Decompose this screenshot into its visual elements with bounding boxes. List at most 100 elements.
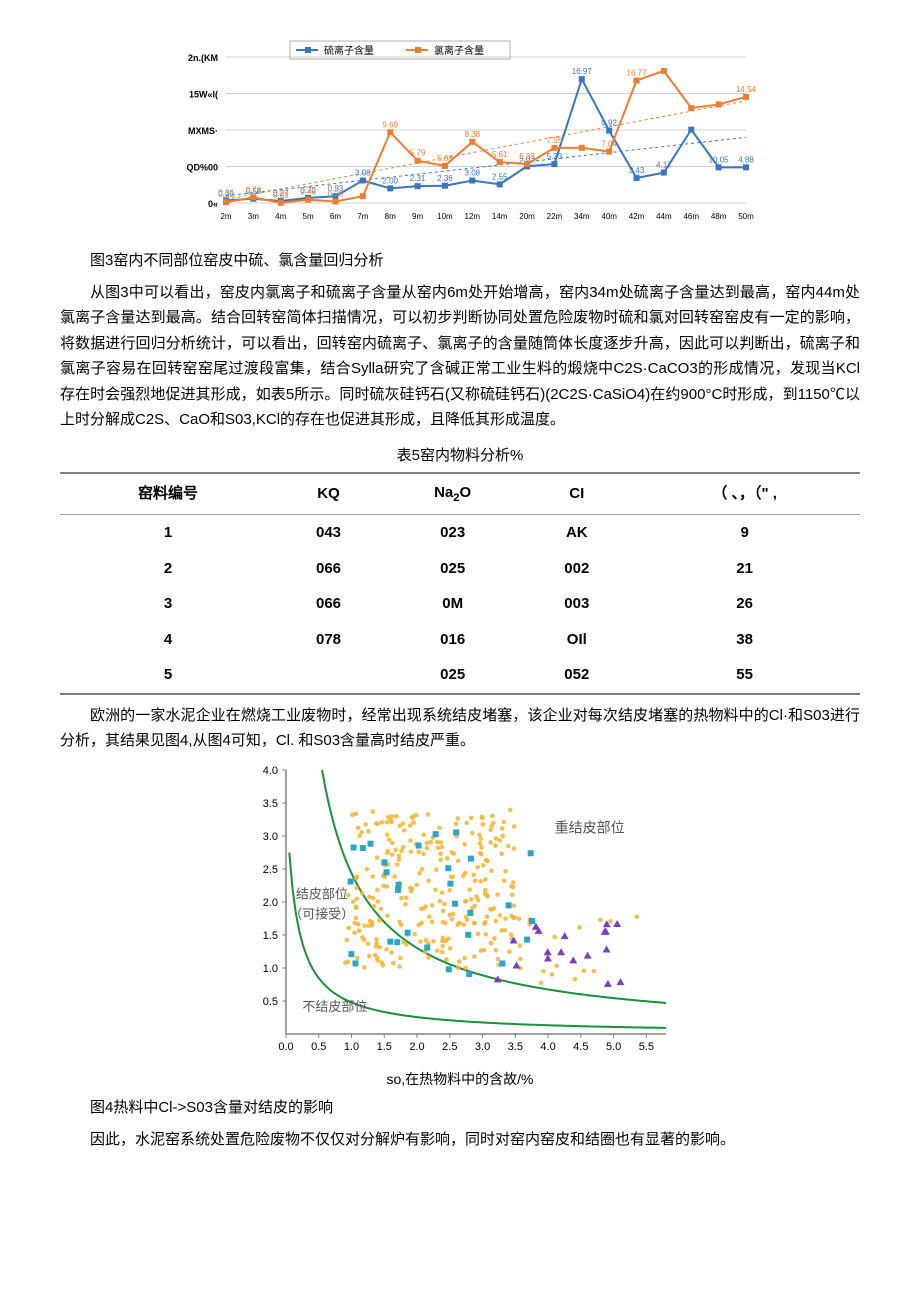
table-cell: 3 xyxy=(60,586,276,622)
svg-text:不结皮部位: 不结皮部位 xyxy=(302,999,367,1014)
svg-text:9m: 9m xyxy=(412,212,423,221)
table-cell: AK xyxy=(524,515,629,551)
svg-text:1.0: 1.0 xyxy=(344,1041,359,1053)
table-cell: 0M xyxy=(381,586,524,622)
table-cell: 9 xyxy=(629,515,860,551)
svg-text:重结皮部位: 重结皮部位 xyxy=(555,819,625,835)
svg-text:16.97: 16.97 xyxy=(572,67,593,76)
svg-text:20m: 20m xyxy=(519,212,535,221)
svg-text:QD%00: QD%00 xyxy=(186,163,218,173)
fig3-caption: 图3窑内不同部位窑皮中硫、氯含量回归分析 xyxy=(60,248,860,274)
svg-text:0.5: 0.5 xyxy=(311,1041,326,1053)
table-cell: 066 xyxy=(276,586,381,622)
svg-text:3.5: 3.5 xyxy=(508,1041,523,1053)
svg-text:5.33: 5.33 xyxy=(519,152,535,161)
svg-text:2n.(KM: 2n.(KM xyxy=(188,53,218,63)
svg-text:0.0: 0.0 xyxy=(278,1041,293,1053)
svg-text:4.5: 4.5 xyxy=(573,1041,588,1053)
table-cell: OIl xyxy=(524,622,629,658)
table-cell: 1 xyxy=(60,515,276,551)
svg-text:34m: 34m xyxy=(574,212,590,221)
table-cell: 21 xyxy=(629,551,860,587)
fig4-chart: 0.0 0.5 1.0 1.5 2.0 2.5 3.0 3.5 4.0 4.5 5.0 5.5 0.5 1… xyxy=(240,760,680,1060)
svg-text:5.33: 5.33 xyxy=(547,152,563,161)
table-row: 30660M00326 xyxy=(60,586,860,622)
paragraph-3: 因此，水泥窑系统处置危险废物不仅仅对分解炉有影响，同时对窑内窑皮和结圈也有显著的… xyxy=(60,1127,860,1153)
svg-text:2.5: 2.5 xyxy=(442,1041,457,1053)
table5-col-0: 窑料编号 xyxy=(60,473,276,515)
svg-text:2.31: 2.31 xyxy=(410,174,426,183)
svg-text:14.54: 14.54 xyxy=(736,85,757,94)
table-cell: 025 xyxy=(381,551,524,587)
svg-text:3.08: 3.08 xyxy=(355,169,371,178)
svg-text:2.36: 2.36 xyxy=(437,174,453,183)
svg-text:14m: 14m xyxy=(492,212,508,221)
svg-text:4.0: 4.0 xyxy=(263,765,278,777)
table-cell: 26 xyxy=(629,586,860,622)
svg-text:40m: 40m xyxy=(601,212,617,221)
svg-text:15W«I(: 15W«I( xyxy=(189,90,218,100)
svg-text:8m: 8m xyxy=(385,212,396,221)
svg-text:1.0: 1.0 xyxy=(263,963,278,975)
svg-text:0.45: 0.45 xyxy=(300,188,316,197)
table-cell: 052 xyxy=(524,657,629,694)
svg-text:3.0: 3.0 xyxy=(263,831,278,843)
table-cell: 4 xyxy=(60,622,276,658)
svg-text:5m: 5m xyxy=(303,212,314,221)
svg-text:48m: 48m xyxy=(711,212,727,221)
svg-text:16.77: 16.77 xyxy=(627,69,648,78)
svg-text:3m: 3m xyxy=(248,212,259,221)
table-cell: 078 xyxy=(276,622,381,658)
svg-text:MXMS·: MXMS· xyxy=(188,126,218,136)
svg-text:5.0: 5.0 xyxy=(606,1041,621,1053)
svg-text:7.04: 7.04 xyxy=(601,140,617,149)
table-cell: 023 xyxy=(381,515,524,551)
table-cell: 002 xyxy=(524,551,629,587)
svg-text:2.0: 2.0 xyxy=(263,897,278,909)
svg-text:10.05: 10.05 xyxy=(709,155,730,164)
svg-text:1.5: 1.5 xyxy=(377,1041,392,1053)
svg-text:0«: 0« xyxy=(208,199,218,209)
table-cell: 043 xyxy=(276,515,381,551)
svg-text:42m: 42m xyxy=(629,212,645,221)
paragraph-2: 欧洲的一家水泥企业在燃烧工业废物时，经常出现系统结皮堵塞，该企业对每次结皮堵塞的… xyxy=(60,703,860,754)
fig4-caption: 图4热料中Cl->S03含量对结皮的影响 xyxy=(60,1095,860,1121)
svg-text:7m: 7m xyxy=(357,212,368,221)
table-cell: 38 xyxy=(629,622,860,658)
table-cell: 016 xyxy=(381,622,524,658)
fig4-xlabel: so,在热物料中的含故/% xyxy=(60,1068,860,1092)
table-cell xyxy=(276,657,381,694)
svg-text:0.12: 0.12 xyxy=(218,190,234,199)
svg-text:10m: 10m xyxy=(437,212,453,221)
table-row: 502505255 xyxy=(60,657,860,694)
svg-text:硫离子含量: 硫离子含量 xyxy=(324,44,374,57)
svg-text:7.55: 7.55 xyxy=(547,136,563,145)
svg-text:2m: 2m xyxy=(220,212,231,221)
svg-text:44m: 44m xyxy=(656,212,672,221)
svg-text:5.08: 5.08 xyxy=(437,154,453,163)
svg-text:3.08: 3.08 xyxy=(465,169,481,178)
svg-text:5.5: 5.5 xyxy=(639,1041,654,1053)
table5-col-1: KQ xyxy=(276,473,381,515)
svg-text:9.69: 9.69 xyxy=(382,120,398,129)
svg-text:46m: 46m xyxy=(683,212,699,221)
svg-text:6m: 6m xyxy=(330,212,341,221)
svg-text:0.5: 0.5 xyxy=(263,996,278,1008)
svg-text:4.88: 4.88 xyxy=(738,155,754,164)
table-cell: 2 xyxy=(60,551,276,587)
svg-text:3.0: 3.0 xyxy=(475,1041,490,1053)
table-row: 206602500221 xyxy=(60,551,860,587)
svg-text:1.5: 1.5 xyxy=(263,930,278,942)
table5: 窑料编号 KQ Na2O CI （ 、，（" , 1043023AK920660… xyxy=(60,472,860,695)
svg-text:结皮部位: 结皮部位 xyxy=(296,886,348,901)
svg-text:3.43: 3.43 xyxy=(629,166,645,175)
table-cell: 003 xyxy=(524,586,629,622)
svg-text:氯离子含量: 氯离子含量 xyxy=(434,44,484,57)
svg-text:2.0: 2.0 xyxy=(409,1041,424,1053)
svg-text:22m: 22m xyxy=(547,212,563,221)
table5-caption: 表5窑内物料分析% xyxy=(60,443,860,469)
svg-text:4.17: 4.17 xyxy=(656,161,672,170)
table-row: 4078016OIl38 xyxy=(60,622,860,658)
table5-col-3: CI xyxy=(524,473,629,515)
svg-text:4m: 4m xyxy=(275,212,286,221)
